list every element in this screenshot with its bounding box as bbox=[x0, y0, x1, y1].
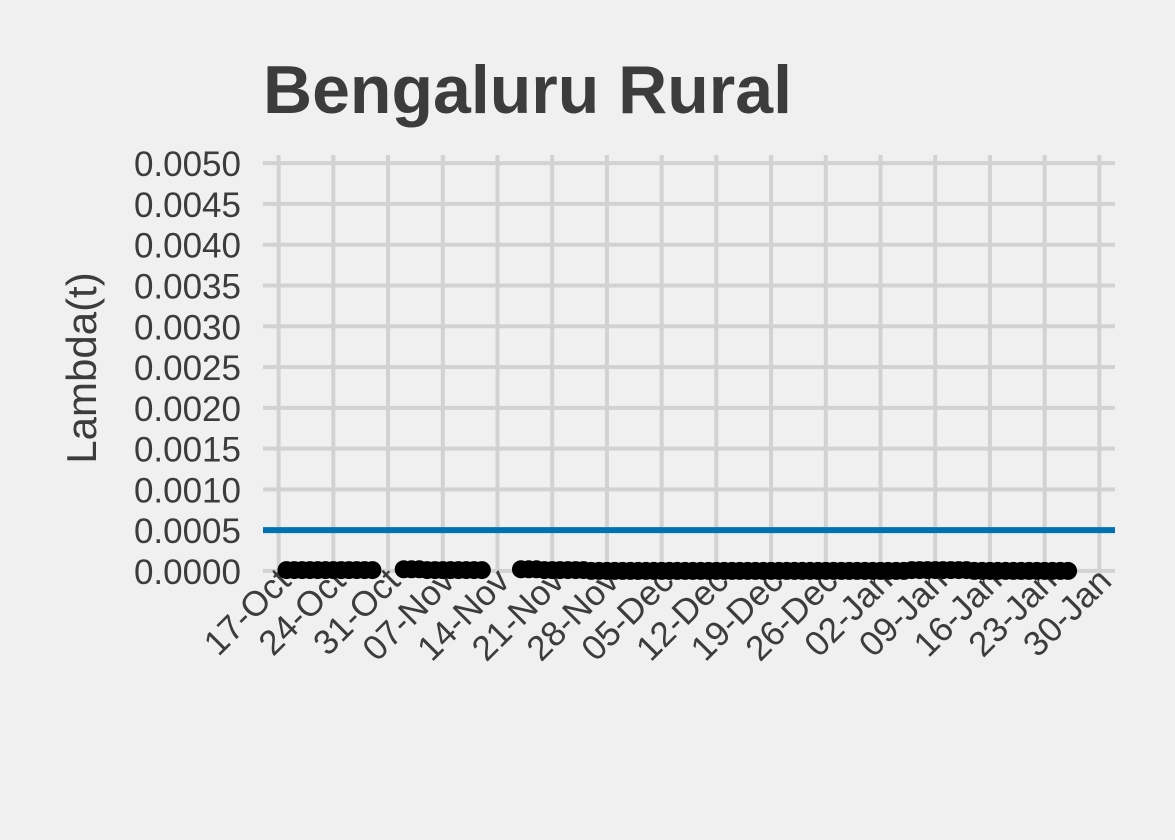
y-axis-title: Lambda(t) bbox=[58, 272, 105, 463]
y-tick-label: 0.0000 bbox=[134, 553, 241, 592]
y-tick-label: 0.0040 bbox=[134, 227, 241, 266]
y-tick-label: 0.0025 bbox=[134, 349, 241, 388]
data-point bbox=[363, 561, 382, 580]
y-tick-label: 0.0020 bbox=[134, 390, 241, 429]
data-point bbox=[1059, 561, 1078, 580]
y-tick-label: 0.0045 bbox=[134, 186, 241, 225]
y-tick-label: 0.0035 bbox=[134, 267, 241, 306]
y-tick-label: 0.0005 bbox=[134, 512, 241, 551]
data-point bbox=[472, 561, 491, 580]
grid bbox=[263, 155, 1115, 575]
y-axis-ticks: 0.00000.00050.00100.00150.00200.00250.00… bbox=[134, 145, 241, 592]
chart-title: Bengaluru Rural bbox=[263, 52, 792, 128]
y-tick-label: 0.0030 bbox=[134, 308, 241, 347]
y-tick-label: 0.0015 bbox=[134, 431, 241, 470]
series-layer bbox=[277, 560, 1078, 580]
y-tick-label: 0.0010 bbox=[134, 471, 241, 510]
y-tick-label: 0.0050 bbox=[134, 145, 241, 184]
